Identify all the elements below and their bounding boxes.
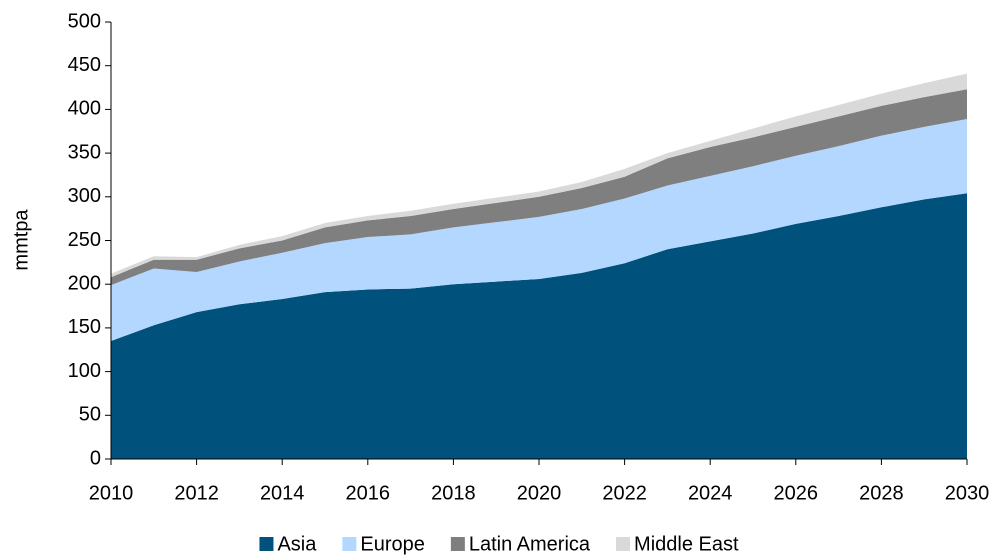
area [111,89,967,286]
legend-swatch [616,537,631,551]
x-tick-label: 2026 [774,482,819,504]
y-tick-label: 200 [68,272,101,294]
y-tick-label: 300 [68,185,101,207]
legend-label: Asia [277,533,317,555]
y-tick-label: 500 [68,10,101,32]
x-tick-label: 2012 [174,482,219,504]
legend-swatch [259,537,274,551]
y-tick-label: 50 [79,404,101,426]
y-tick-label: 350 [68,141,101,163]
x-tick-label: 2028 [859,482,904,504]
y-tick-label: 150 [68,316,101,338]
area [111,119,967,342]
legend-swatch [450,537,465,551]
y-axis-label: mmtpa [10,209,32,271]
y-tick-label: 100 [68,360,101,382]
y-tick-label: 400 [68,98,101,120]
x-tick-label: 2022 [602,482,647,504]
y-tick-label: 0 [90,447,101,469]
legend-label: Middle East [634,533,739,555]
y-tick-label: 250 [68,229,101,251]
legend-swatch [342,537,357,551]
x-tick-label: 2024 [688,482,733,504]
x-tick-label: 2014 [260,482,305,504]
legend-label: Europe [360,533,425,555]
legend-label: Latin America [469,533,591,555]
area [111,193,967,459]
x-tick-label: 2010 [89,482,134,504]
x-tick-label: 2020 [517,482,562,504]
x-tick-label: 2018 [431,482,476,504]
y-tick-label: 450 [68,54,101,76]
area [111,73,967,278]
x-tick-label: 2030 [945,482,990,504]
x-tick-label: 2016 [346,482,391,504]
